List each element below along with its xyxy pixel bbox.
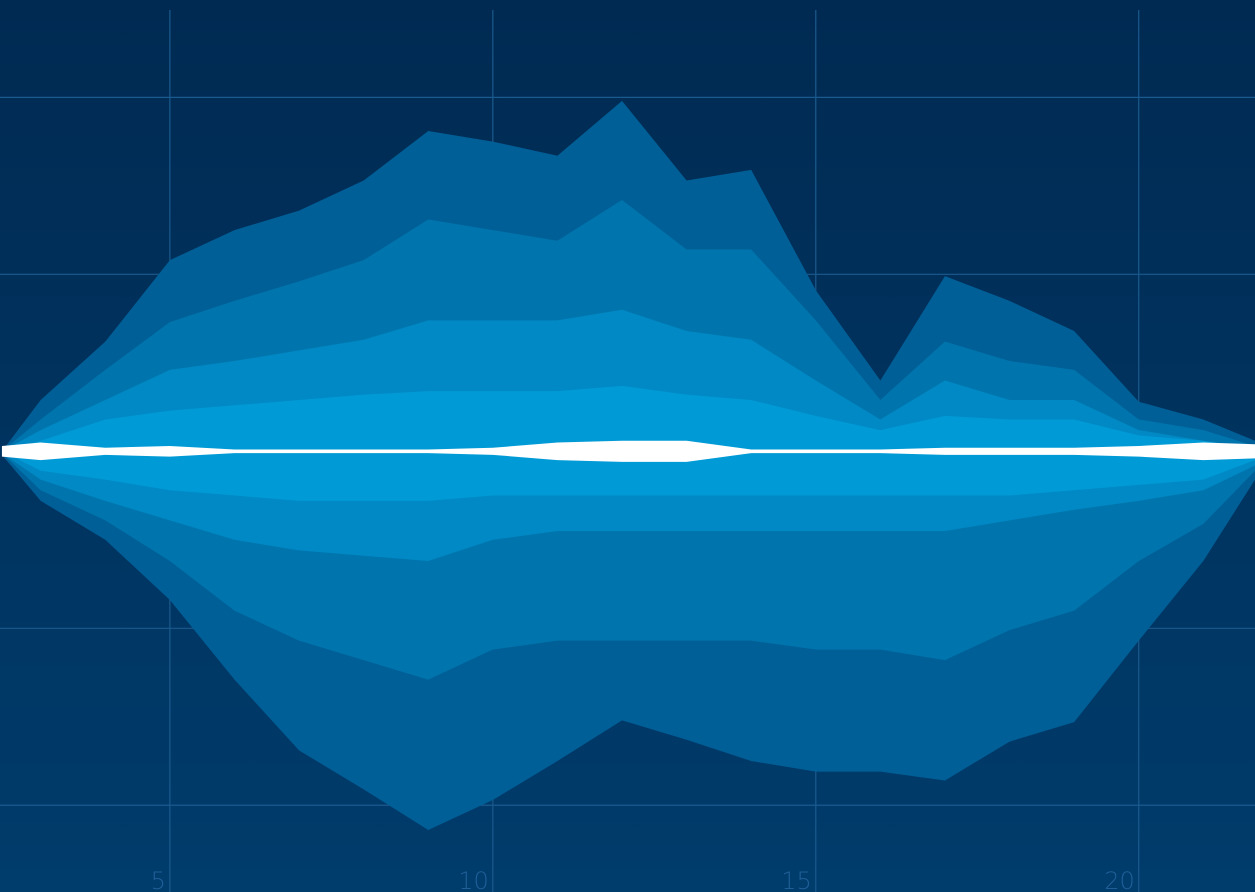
x-tick-label: 10 xyxy=(458,867,489,892)
x-tick-label: 20 xyxy=(1104,867,1135,892)
wave-layer xyxy=(1,440,1255,462)
x-tick-label: 15 xyxy=(781,867,812,892)
x-tick-label: 5 xyxy=(151,867,166,892)
